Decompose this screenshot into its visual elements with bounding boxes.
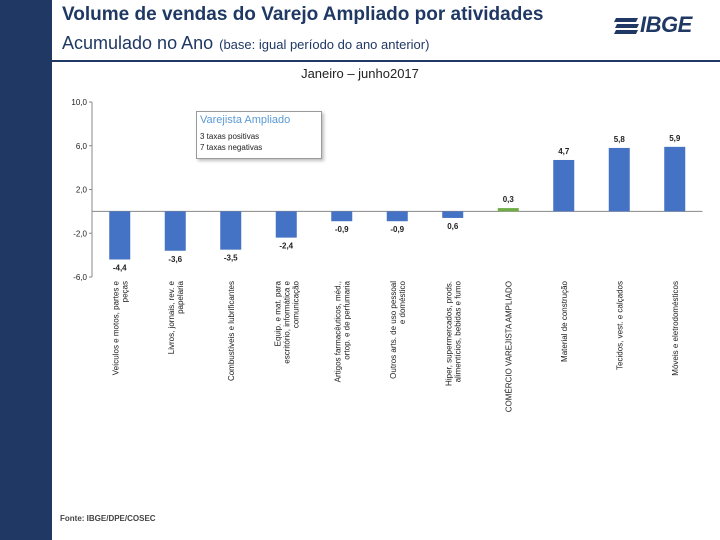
data-label: -2,4 [279, 242, 293, 251]
bar [386, 211, 408, 222]
page-subtitle: Acumulado no Ano (base: igual período do … [62, 33, 429, 54]
subtitle-main: Acumulado no Ano [62, 33, 214, 53]
data-label: 5,9 [669, 134, 681, 143]
bar [109, 211, 131, 260]
category-label-line: Tecidos, vest. e calçados [615, 281, 624, 370]
data-label: -3,6 [168, 255, 182, 264]
bar [275, 211, 297, 238]
category-label-line: Equip. e mat. para [273, 280, 282, 346]
category-label-line: Hiper, supermercados, prods. [444, 281, 453, 386]
category-label-line: peças [120, 281, 129, 302]
data-label: -3,5 [224, 254, 238, 263]
bar [220, 211, 242, 250]
category-label-line: ortop. e de perfumaria [342, 280, 351, 359]
legend-box: Varejista Ampliado 3 taxas positivas 7 t… [196, 111, 322, 159]
page-title: Volume de vendas do Varejo Ampliado por … [62, 4, 544, 25]
data-label: 0,6 [447, 222, 459, 231]
category-label-line: e doméstico [398, 280, 407, 324]
category-label-line: Livros, jornais, rev. e [167, 280, 176, 354]
category-label-line: Combustíveis e lubrificantes [227, 281, 236, 381]
category-label-line: Artigos farmacêuticos, méd., [333, 281, 342, 382]
category-label: Combustíveis e lubrificantes [227, 281, 236, 381]
category-label-line: alimentícios, bebidas e fumo [453, 280, 462, 382]
category-label: Material de construção [560, 280, 569, 361]
legend-title: Varejista Ampliado [200, 114, 291, 126]
category-label-line: Material de construção [560, 280, 569, 361]
bar [331, 211, 353, 222]
data-label: 4,7 [558, 147, 570, 156]
category-label: Equip. e mat. paraescritório, informátic… [273, 280, 300, 363]
ibge-logo-icon [614, 18, 639, 34]
category-label: Artigos farmacêuticos, méd.,ortop. e de … [333, 280, 351, 382]
data-label: -0,9 [390, 225, 404, 234]
y-tick-label: -6,0 [73, 273, 87, 282]
bar [608, 147, 630, 212]
ibge-logo-text: IBGE [640, 12, 692, 37]
category-label: COMÉRCIO VAREJISTA AMPLIADO [504, 281, 513, 412]
data-label: -0,9 [335, 225, 349, 234]
category-label-line: Móveis e eletrodomésticos [671, 281, 680, 376]
bar [664, 146, 686, 212]
ibge-logo: IBGE [614, 12, 706, 38]
legend-negative-count: 7 taxas negativas [200, 143, 263, 152]
legend-positive-count: 3 taxas positivas [200, 132, 260, 141]
category-label-line: COMÉRCIO VAREJISTA AMPLIADO [504, 281, 513, 412]
category-label-line: comunicação [291, 280, 300, 328]
header-rule [0, 60, 720, 62]
category-label: Móveis e eletrodomésticos [671, 281, 680, 376]
y-tick-label: -2,0 [73, 229, 87, 238]
category-label: Outros arts. de uso pessoale doméstico [389, 280, 407, 378]
y-tick-label: 10,0 [71, 98, 87, 107]
category-label: Livros, jornais, rev. epapelaria [167, 280, 185, 354]
category-label: Tecidos, vest. e calçados [615, 281, 624, 370]
subtitle-note: (base: igual período do ano anterior) [219, 37, 430, 52]
y-tick-label: 2,0 [76, 186, 88, 195]
category-label-line: Outros arts. de uso pessoal [389, 281, 398, 379]
chart-period: Janeiro – junho2017 [301, 66, 419, 81]
category-label: Veículos e motos, partes epeças [111, 280, 129, 375]
source-note: Fonte: IBGE/DPE/COSEC [60, 514, 156, 523]
data-label: 0,3 [503, 195, 515, 204]
category-label: Hiper, supermercados, prods.alimentícios… [444, 280, 462, 385]
bar [442, 211, 464, 218]
category-label-line: papelaria [176, 280, 185, 313]
bar [497, 208, 519, 212]
data-label: 5,8 [614, 135, 626, 144]
category-label-line: Veículos e motos, partes e [111, 280, 120, 375]
bar [164, 211, 186, 251]
bar [553, 159, 575, 212]
category-label-line: escritório, informática e [282, 280, 291, 363]
left-accent-bar [0, 0, 52, 540]
y-tick-label: 6,0 [76, 142, 88, 151]
data-label: -4,4 [113, 264, 127, 273]
